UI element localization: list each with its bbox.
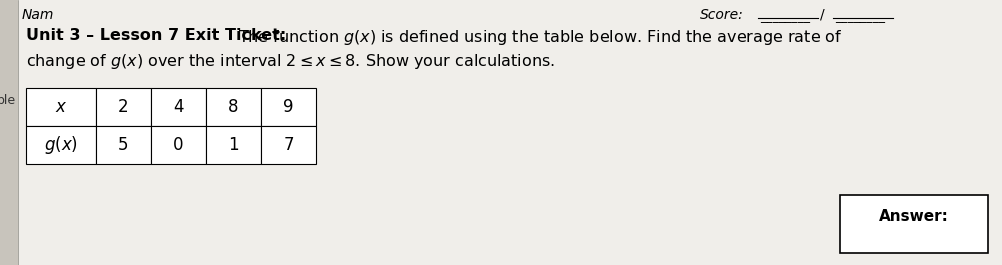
Text: 1: 1 [228, 136, 238, 154]
Text: 0: 0 [173, 136, 183, 154]
Text: 8: 8 [228, 98, 238, 116]
Text: 7: 7 [283, 136, 294, 154]
Text: 2: 2 [118, 98, 128, 116]
Bar [26, 88, 96, 126]
Bar [151, 126, 205, 164]
Bar [205, 126, 261, 164]
Bar [96, 88, 151, 126]
Bar [0, 0, 18, 265]
Bar [261, 88, 316, 126]
Bar [839, 195, 987, 253]
Text: 9: 9 [283, 98, 294, 116]
Text: Score:: Score: [699, 8, 743, 22]
Text: 5: 5 [118, 136, 128, 154]
Text: Answer:: Answer: [878, 209, 948, 224]
Text: The function $g(x)$ is defined using the table below. Find the average rate of: The function $g(x)$ is defined using the… [237, 28, 842, 47]
Bar [261, 126, 316, 164]
Bar [205, 88, 261, 126]
Text: ble: ble [0, 94, 16, 107]
Bar [96, 126, 151, 164]
Text: /: / [820, 8, 824, 22]
Text: Unit 3 – Lesson 7 Exit Ticket:: Unit 3 – Lesson 7 Exit Ticket: [26, 28, 286, 43]
Text: ________: ________ [835, 10, 884, 23]
Text: ________: ________ [760, 10, 810, 23]
Text: $g(x)$: $g(x)$ [44, 134, 78, 156]
Text: $x$: $x$ [55, 98, 67, 116]
Bar [26, 126, 96, 164]
Text: 4: 4 [173, 98, 183, 116]
Text: Nam: Nam [22, 8, 54, 22]
Text: change of $g(x)$ over the interval $2\leq x\leq 8$. Show your calculations.: change of $g(x)$ over the interval $2\le… [26, 52, 554, 71]
Bar [151, 88, 205, 126]
